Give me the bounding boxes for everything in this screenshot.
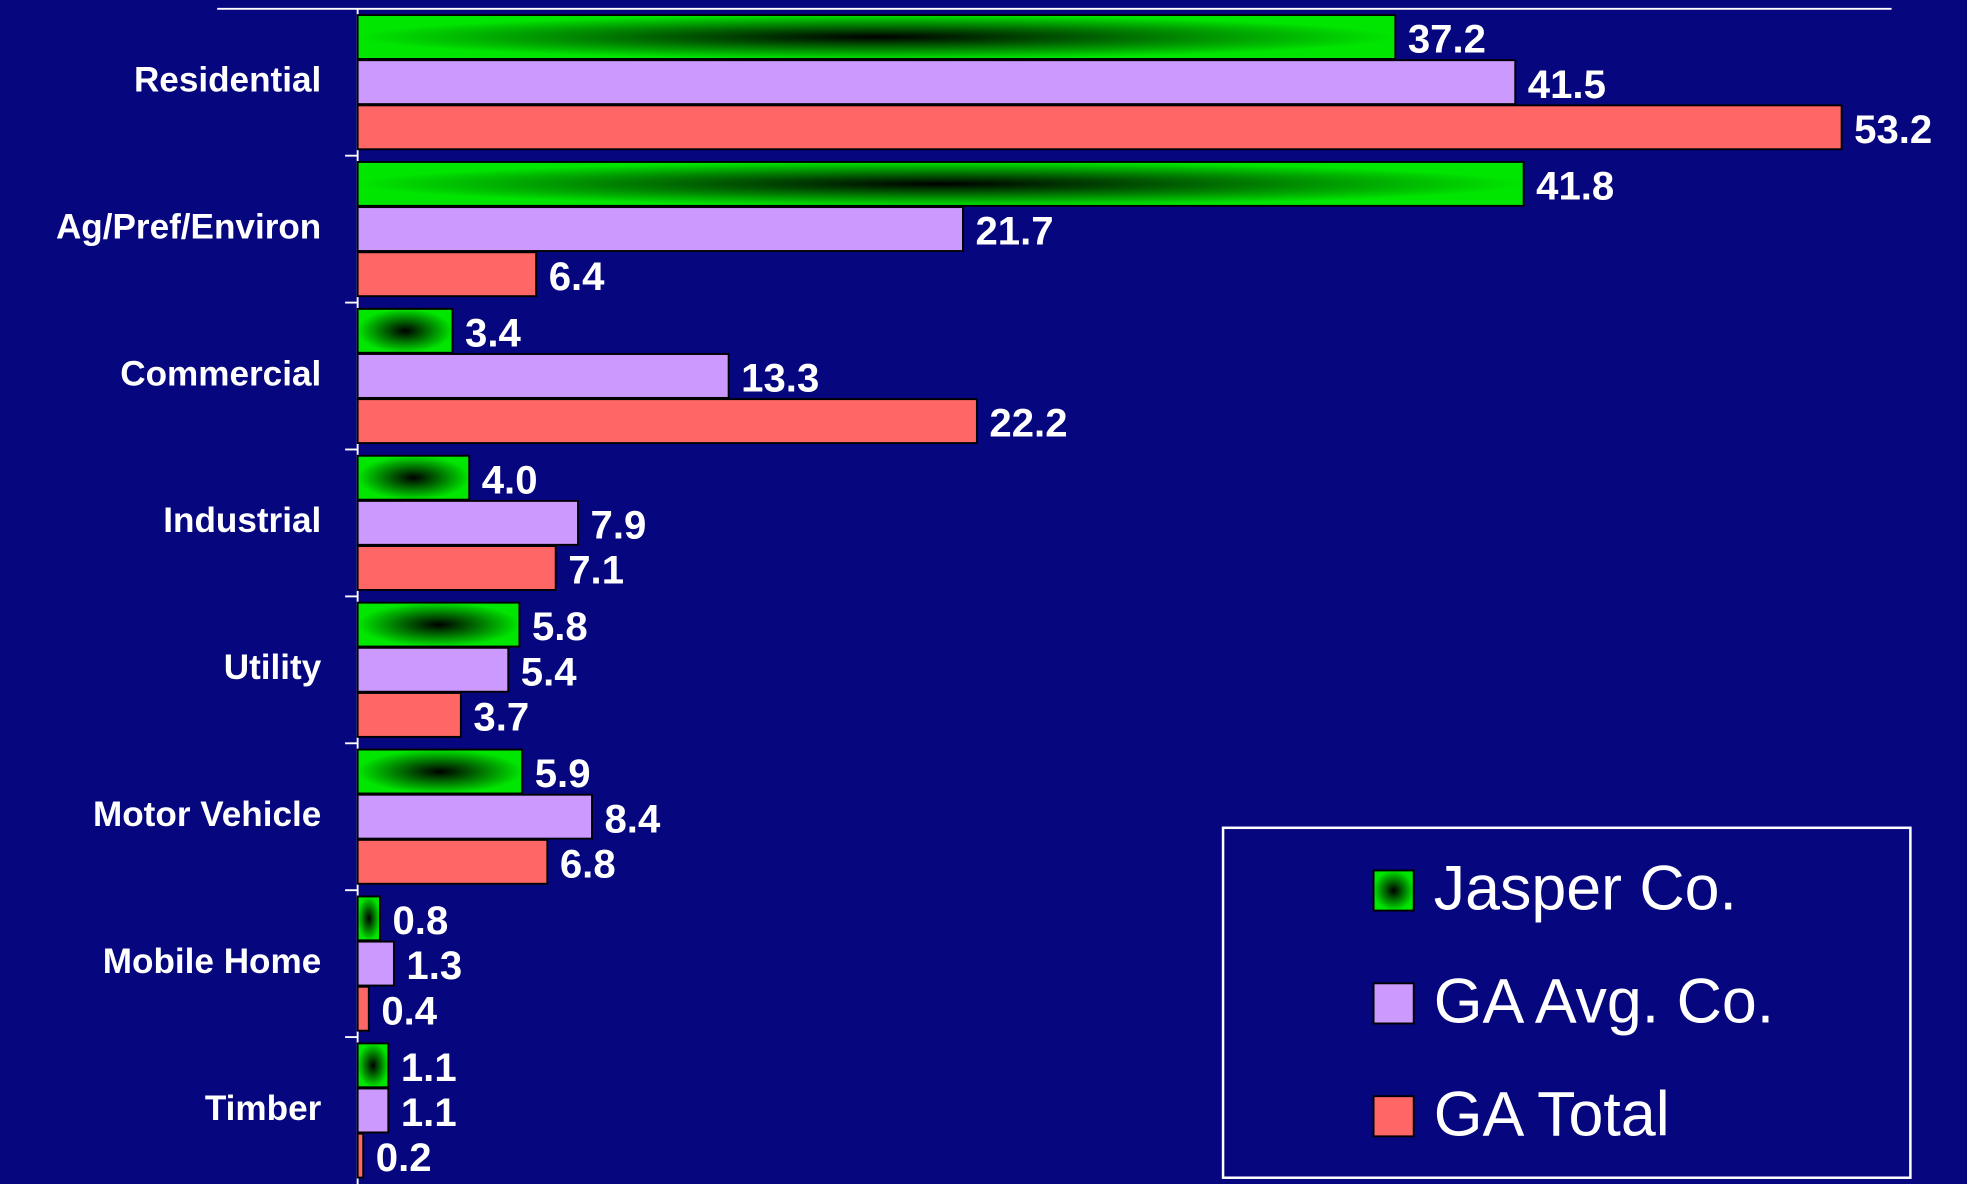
bar bbox=[356, 353, 730, 399]
bar bbox=[356, 59, 1517, 106]
category-label: Industrial bbox=[163, 501, 321, 540]
value-label: 3.7 bbox=[473, 695, 529, 740]
value-label: 41.8 bbox=[1536, 164, 1614, 209]
legend-swatch bbox=[1372, 982, 1415, 1025]
category-label: Timber bbox=[205, 1089, 322, 1128]
legend-swatch bbox=[1372, 1095, 1415, 1138]
bar bbox=[356, 601, 521, 648]
value-label: 37.2 bbox=[1408, 17, 1486, 62]
category-label: Motor Vehicle bbox=[93, 795, 321, 834]
legend-label: Jasper Co. bbox=[1434, 854, 1737, 924]
value-label: 0.2 bbox=[376, 1135, 432, 1180]
value-label: 0.8 bbox=[392, 898, 448, 943]
value-label: 7.9 bbox=[591, 502, 647, 547]
value-label: 5.9 bbox=[535, 751, 591, 796]
value-label: 22.2 bbox=[989, 401, 1067, 446]
value-label: 7.1 bbox=[568, 548, 624, 593]
category-label: Commercial bbox=[120, 354, 321, 393]
value-label: 21.7 bbox=[975, 209, 1053, 254]
bar bbox=[356, 251, 538, 298]
bar bbox=[356, 748, 524, 795]
bar bbox=[356, 646, 510, 693]
value-label: 6.4 bbox=[549, 254, 605, 299]
bar bbox=[356, 1087, 390, 1134]
value-label: 53.2 bbox=[1854, 107, 1932, 152]
value-label: 5.4 bbox=[521, 649, 577, 694]
bar bbox=[356, 545, 557, 591]
legend-label: GA Avg. Co. bbox=[1434, 966, 1774, 1036]
category-label: Utility bbox=[224, 648, 322, 687]
bar bbox=[356, 499, 579, 546]
bar bbox=[356, 838, 549, 885]
legend-box bbox=[1221, 826, 1912, 1179]
value-label: 6.8 bbox=[560, 841, 616, 886]
bar bbox=[356, 985, 370, 1032]
bar bbox=[356, 206, 964, 252]
legend-swatch bbox=[1372, 869, 1415, 912]
value-label: 4.0 bbox=[482, 457, 538, 502]
value-label: 41.5 bbox=[1528, 62, 1606, 107]
category-label: Ag/Pref/Environ bbox=[56, 207, 321, 246]
bar bbox=[356, 1042, 390, 1089]
legend-label: GA Total bbox=[1434, 1079, 1670, 1149]
value-label: 3.4 bbox=[465, 310, 521, 355]
value-label: 5.8 bbox=[532, 604, 588, 649]
value-label: 8.4 bbox=[604, 796, 660, 841]
bar bbox=[356, 161, 1525, 207]
bar bbox=[356, 14, 1397, 60]
bar bbox=[356, 104, 1843, 151]
bar bbox=[356, 940, 395, 987]
category-label: Mobile Home bbox=[103, 942, 321, 981]
value-label: 1.1 bbox=[401, 1045, 457, 1090]
value-label: 1.1 bbox=[401, 1090, 457, 1135]
value-label: 1.3 bbox=[406, 943, 462, 988]
bar bbox=[356, 398, 978, 444]
value-label: 13.3 bbox=[741, 356, 819, 401]
bar bbox=[356, 793, 593, 840]
bar bbox=[356, 307, 454, 354]
category-label: Residential bbox=[134, 61, 321, 100]
bar bbox=[356, 692, 462, 738]
bar bbox=[356, 895, 381, 942]
value-label: 0.4 bbox=[381, 988, 437, 1033]
bar bbox=[356, 454, 471, 501]
bar bbox=[356, 1132, 365, 1179]
